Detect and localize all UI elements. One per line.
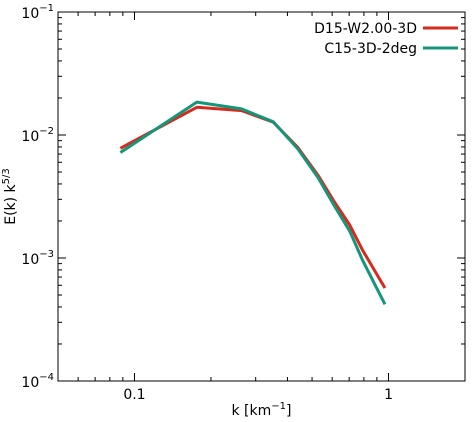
series-line-2	[119, 100, 387, 306]
x-tick-labels: 0.1 1	[123, 387, 393, 403]
y-tick-label: 10−2	[21, 126, 54, 145]
x-tick-label: 0.1	[123, 387, 145, 403]
axis-ticks	[57, 12, 466, 382]
series-line-1	[119, 105, 387, 289]
y-axis-label: E(k) k5/3	[1, 168, 19, 225]
legend-label-2: C15-3D-2deg	[324, 41, 417, 57]
legend: D15-W2.00-3D C15-3D-2deg	[314, 21, 458, 57]
series-layer	[119, 100, 387, 306]
y-tick-label: 10−4	[21, 372, 54, 391]
plot-frame	[57, 11, 466, 382]
legend-label-1: D15-W2.00-3D	[314, 21, 417, 37]
y-tick-label: 10−1	[21, 3, 54, 22]
x-tick-label: 1	[384, 387, 393, 403]
y-tick-labels: 10−4 10−3 10−2 10−1	[21, 3, 54, 391]
y-tick-label: 10−3	[21, 249, 54, 268]
x-axis-label: k [km−1]	[232, 401, 292, 419]
